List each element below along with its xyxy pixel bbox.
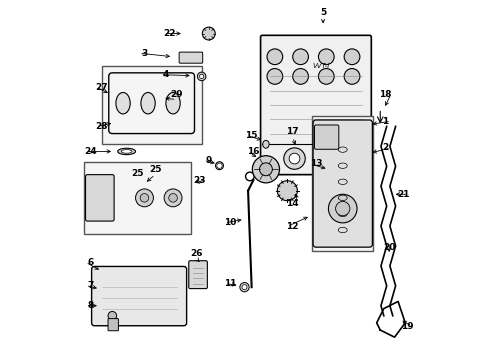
Text: 25: 25 [131,169,143,178]
FancyBboxPatch shape [91,266,186,326]
Text: 28: 28 [95,122,108,131]
Circle shape [168,194,177,202]
FancyBboxPatch shape [188,261,207,289]
Text: 13: 13 [309,159,322,168]
Circle shape [140,194,148,202]
Circle shape [344,68,359,84]
Circle shape [335,202,349,216]
Bar [83,162,190,234]
FancyBboxPatch shape [179,52,203,63]
FancyBboxPatch shape [85,175,114,221]
Text: 11: 11 [224,279,236,288]
Text: 5: 5 [319,8,325,17]
Text: 14: 14 [286,199,299,208]
Text: 12: 12 [286,222,298,231]
Circle shape [240,283,248,292]
Text: 6: 6 [87,258,94,267]
Circle shape [199,74,203,78]
Ellipse shape [116,93,130,114]
Text: 8: 8 [87,301,94,310]
Ellipse shape [141,93,155,114]
Ellipse shape [262,140,268,148]
Text: 20: 20 [382,243,395,252]
Text: VVT-i: VVT-i [312,63,329,69]
Text: 19: 19 [400,322,412,331]
Ellipse shape [165,93,180,114]
Text: 9: 9 [205,156,211,165]
Circle shape [259,163,272,176]
Text: 23: 23 [193,176,205,185]
Circle shape [202,27,215,40]
Circle shape [164,189,182,207]
Circle shape [135,189,153,207]
Text: 16: 16 [246,147,259,156]
Text: 24: 24 [84,147,97,156]
Text: 2: 2 [382,143,388,152]
Text: 3: 3 [141,49,147,58]
Circle shape [197,72,205,81]
Text: 18: 18 [379,90,391,99]
FancyBboxPatch shape [314,125,338,149]
Text: 21: 21 [396,190,409,199]
FancyBboxPatch shape [108,319,118,331]
Text: 15: 15 [245,131,257,140]
Text: 17: 17 [286,127,299,136]
Circle shape [292,49,308,64]
Circle shape [266,68,282,84]
Text: 25: 25 [149,165,161,174]
Circle shape [108,311,116,320]
FancyBboxPatch shape [260,35,370,175]
Ellipse shape [216,163,222,168]
Circle shape [288,153,299,164]
Circle shape [252,156,279,183]
Text: 7: 7 [87,281,94,290]
Circle shape [344,49,359,64]
Text: 22: 22 [163,29,175,38]
Text: 26: 26 [190,249,202,258]
Circle shape [318,68,333,84]
Text: 4: 4 [163,70,169,79]
Circle shape [328,194,356,223]
Circle shape [277,181,297,201]
Circle shape [292,68,308,84]
Text: 1: 1 [382,117,388,126]
Text: 27: 27 [95,83,108,92]
Ellipse shape [118,148,135,155]
Ellipse shape [121,150,132,153]
Circle shape [266,49,282,64]
Circle shape [283,148,305,169]
Bar [102,66,201,144]
Bar [312,116,372,251]
FancyBboxPatch shape [312,120,372,247]
Circle shape [318,49,333,64]
Text: 10: 10 [224,219,236,228]
Circle shape [242,285,246,290]
Text: 29: 29 [170,90,183,99]
